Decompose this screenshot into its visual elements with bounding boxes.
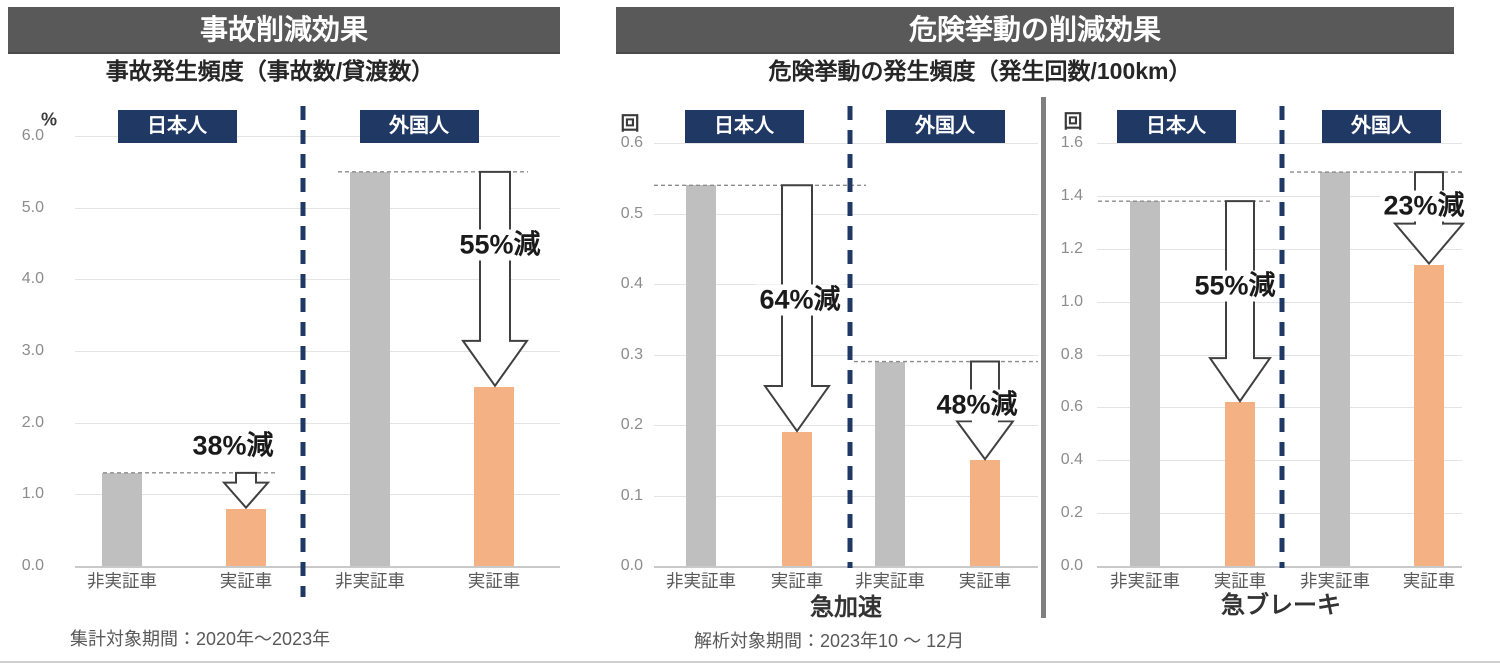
gridline xyxy=(75,351,560,352)
category-label: 非実証車 xyxy=(87,571,157,591)
y-tick-label: 1.4 xyxy=(1060,186,1083,204)
category-label: 実証車 xyxy=(770,571,824,591)
y-tick-label: 1.0 xyxy=(21,485,44,503)
y-tick-label: 0.6 xyxy=(1060,398,1083,416)
category-label: 実証車 xyxy=(1402,571,1456,591)
y-tick-label: 0.8 xyxy=(1060,345,1083,363)
reduction-label: 64%減 xyxy=(756,284,844,316)
group-badge-japanese: 日本人 xyxy=(117,110,237,143)
category-label: 非実証車 xyxy=(335,571,405,591)
group-badge-foreigner: 外国人 xyxy=(885,110,1005,143)
right-footnote: 解析対象期間：2023年10 ～ 12月 xyxy=(694,631,965,651)
bar-sudden-braking-control-gray xyxy=(1130,201,1160,566)
y-tick-label: 1.6 xyxy=(1060,134,1083,151)
category-label: 非実証車 xyxy=(1110,571,1180,591)
category-label: 実証車 xyxy=(219,571,273,591)
subchart-divider-line xyxy=(1041,97,1046,618)
gridline xyxy=(654,495,1038,497)
y-tick-label: 0.2 xyxy=(1060,504,1083,522)
bar-accident-frequency-pilot-orange xyxy=(226,508,266,566)
y-tick-label: 0.0 xyxy=(21,557,44,574)
gridline xyxy=(654,284,1038,285)
reduction-label: 55%減 xyxy=(456,229,544,261)
gridline xyxy=(75,494,560,496)
category-label: 非実証車 xyxy=(855,571,925,591)
gridline xyxy=(1097,513,1462,515)
gridline xyxy=(1097,248,1462,250)
x-axis-line xyxy=(654,566,1038,568)
y-tick-label: 5.0 xyxy=(21,198,44,216)
gridline xyxy=(1097,460,1462,462)
bar-sudden-braking-control-gray xyxy=(1320,172,1350,566)
bar-accident-frequency-control-gray xyxy=(102,472,142,566)
y-tick-label: 1.0 xyxy=(1060,292,1083,310)
reduction-label: 23%減 xyxy=(1380,190,1468,222)
group-badge-foreigner: 外国人 xyxy=(359,110,479,143)
reduction-label: 55%減 xyxy=(1191,270,1279,302)
category-label: 実証車 xyxy=(958,571,1012,591)
gridline xyxy=(1097,195,1462,197)
gridline xyxy=(654,354,1038,356)
group-badge-japanese: 日本人 xyxy=(1116,110,1236,143)
y-tick-label: 4.0 xyxy=(21,270,44,288)
y-tick-label: 0.0 xyxy=(620,557,643,574)
category-label: 非実証車 xyxy=(666,571,736,591)
y-tick-label: 0.2 xyxy=(620,416,643,433)
bar-accident-frequency-pilot-orange xyxy=(474,386,514,566)
y-tick-label: 0.0 xyxy=(1060,557,1083,574)
left-chart-title: 事故発生頻度（事故数/貸渡数） xyxy=(105,58,435,84)
y-tick-label: 0.4 xyxy=(1060,451,1083,469)
page-bottom-edge xyxy=(0,661,1500,663)
category-label: 実証車 xyxy=(467,571,521,591)
y-tick-label: 0.5 xyxy=(620,204,643,222)
y-tick-label: 0.4 xyxy=(620,275,643,292)
bar-sudden-braking-pilot-orange xyxy=(1414,264,1444,566)
y-tick-label: 0.6 xyxy=(620,134,643,151)
gridline xyxy=(75,422,560,424)
subchart-label-sudden-acceleration: 急加速 xyxy=(810,594,882,621)
y-tick-label: 2.0 xyxy=(21,413,44,431)
y-tick-label: 0.3 xyxy=(620,345,643,363)
x-axis-line xyxy=(75,566,560,568)
y-axis-unit: 回 xyxy=(620,113,640,135)
y-tick-label: 6.0 xyxy=(21,127,44,144)
left-panel-header: 事故削減効果 xyxy=(8,7,560,54)
gridline xyxy=(75,279,560,281)
gridline xyxy=(654,213,1038,215)
group-badge-japanese: 日本人 xyxy=(684,110,804,143)
reduction-down-arrow-icon xyxy=(461,170,529,388)
y-tick-label: 3.0 xyxy=(21,342,44,359)
bar-sudden-acceleration-control-gray xyxy=(875,361,905,566)
right-chart-title: 危険挙動の発生頻度（発生回数/100km） xyxy=(768,58,1192,84)
y-tick-label: 1.2 xyxy=(1060,239,1083,257)
bar-sudden-acceleration-pilot-orange xyxy=(782,432,812,566)
reduction-label: 38%減 xyxy=(189,430,277,462)
group-badge-foreigner: 外国人 xyxy=(1321,110,1441,143)
reduction-down-arrow-icon xyxy=(221,471,271,510)
gridline xyxy=(75,207,560,209)
y-tick-label: 0.1 xyxy=(620,486,643,504)
category-label: 非実証車 xyxy=(1300,571,1370,591)
left-footnote: 集計対象期間：2020年～2023年 xyxy=(70,629,331,649)
right-panel-header: 危険挙動の削減効果 xyxy=(616,7,1454,54)
reduction-label: 48%減 xyxy=(933,389,1021,421)
y-axis-unit: % xyxy=(40,109,58,130)
gridline xyxy=(654,425,1038,426)
bar-sudden-acceleration-pilot-orange xyxy=(970,460,1000,566)
y-axis-unit: 回 xyxy=(1063,111,1083,133)
bar-sudden-braking-pilot-orange xyxy=(1225,402,1255,566)
right-panel-title: 危険挙動の削減効果 xyxy=(908,14,1161,45)
bar-sudden-acceleration-control-gray xyxy=(686,185,716,566)
gridline xyxy=(654,143,1038,144)
bar-accident-frequency-control-gray xyxy=(350,171,390,566)
gridline xyxy=(75,136,560,137)
left-panel-title: 事故削減効果 xyxy=(199,14,368,45)
subchart-label-sudden-braking: 急ブレーキ xyxy=(1221,592,1341,619)
category-label: 実証車 xyxy=(1213,571,1267,591)
